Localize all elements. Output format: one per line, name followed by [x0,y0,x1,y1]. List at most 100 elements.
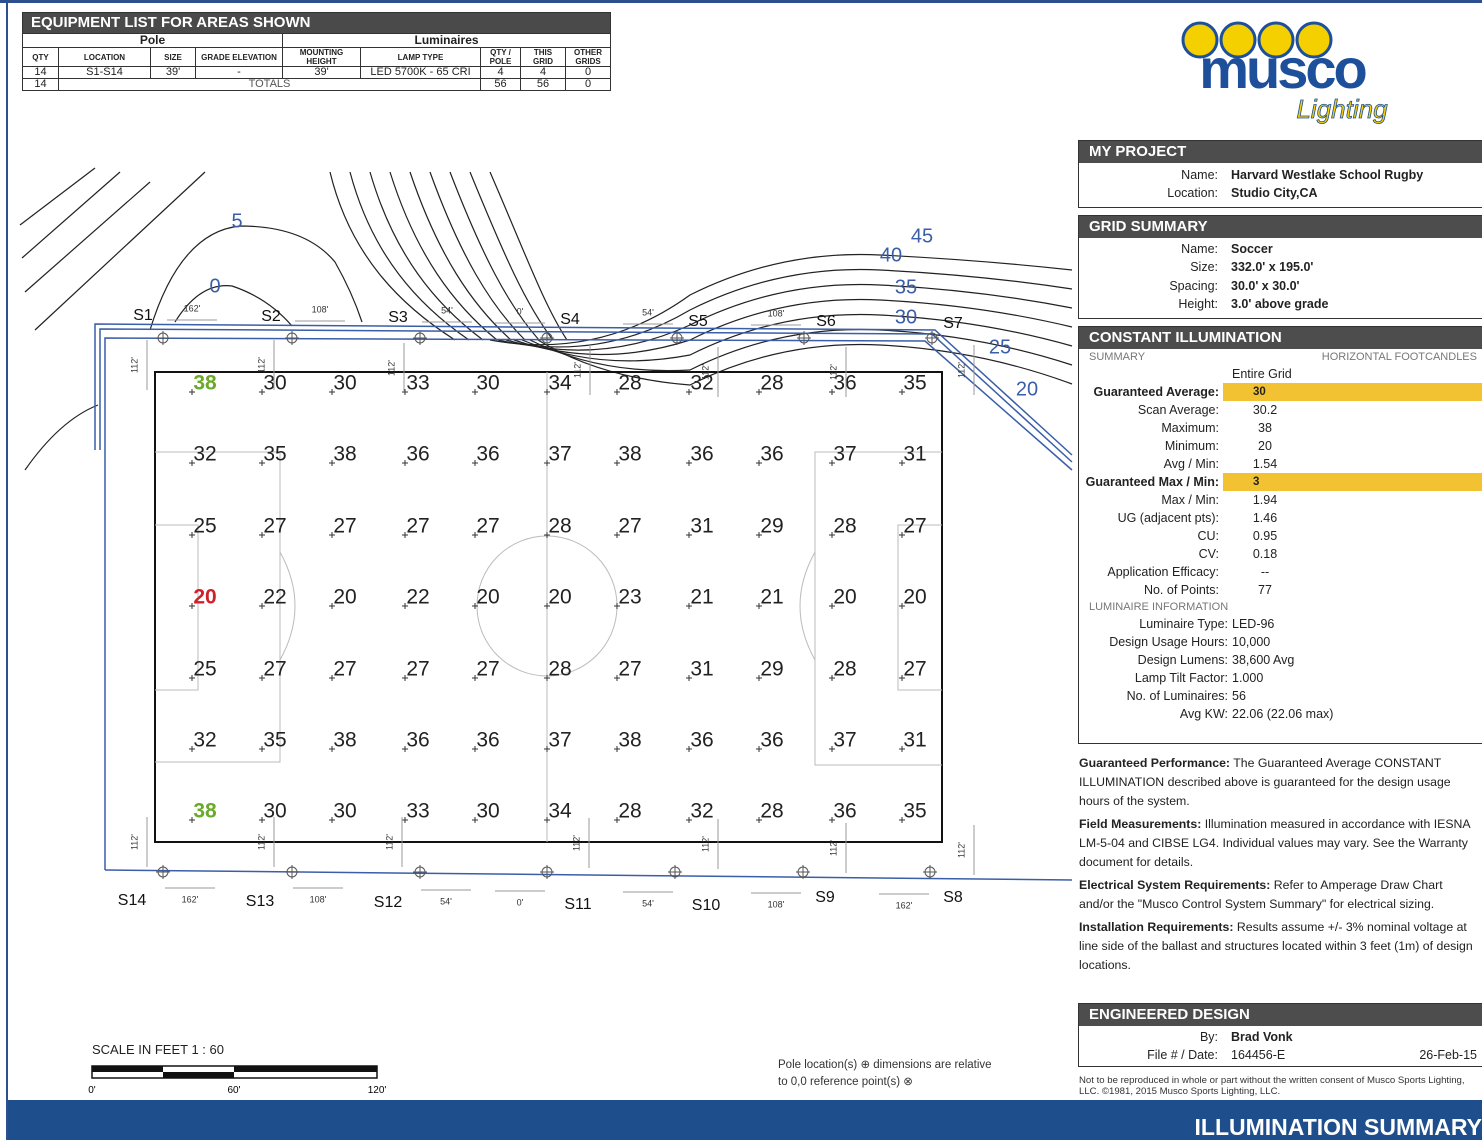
field-row: Application Efficacy: -- [1079,563,1482,581]
grid-point [189,460,195,466]
grid-point [472,675,478,681]
grid-point [329,532,335,538]
grid-point [402,460,408,466]
grid-value: 27 [333,658,356,681]
grid-point [189,532,195,538]
dimension-label: 108' [310,894,327,904]
equipment-table: EQUIPMENT LIST FOR AREAS SHOWN Pole Lumin… [21,12,612,91]
field-row: Design Lumens: 38,600 Avg [1079,651,1482,669]
field-value: 77 [1258,583,1272,597]
field-value: Studio City,CA [1231,186,1318,201]
contour-label: 5 [231,210,242,232]
dimension-label: 0' [517,306,524,316]
grid-value: 27 [476,658,499,681]
field-label: Design Usage Hours: [1109,635,1228,649]
grid-point [899,532,905,538]
grid-value: 35 [263,729,286,752]
dimension-label: 112' [572,362,582,378]
dimension-label: 54' [642,898,654,908]
grid-point [189,746,195,752]
section-header: MY PROJECT [1079,141,1482,163]
pole-symbol [668,865,682,879]
grid-point [899,389,905,395]
field-value: Harvard Westlake School Rugby [1231,168,1424,182]
grid-value: 36 [760,729,783,752]
grid-point [472,817,478,823]
field-value: 38 [1258,421,1272,435]
dimension-label: 112' [700,364,710,380]
note: Field Measurements: Illumination measure… [1079,815,1479,872]
contour-line [469,171,554,341]
grid-point [686,532,692,538]
note: Installation Requirements: Results assum… [1079,918,1479,975]
contour-line [24,404,99,471]
field-value: 0.18 [1252,547,1278,561]
pole-label: S5 [688,313,708,330]
dimension-label: 112' [129,834,139,850]
grid-value: 34 [548,800,572,823]
field-row: Avg / Min: 1.54 [1079,455,1482,473]
field-row: Minimum: 20 [1079,437,1482,455]
table-cell: 39' [282,66,361,79]
grid-point [259,675,265,681]
field-value: LED-96 [1232,617,1275,631]
grid-value: 20 [193,586,216,609]
field-row: Size: 332.0' x 195.0' [1079,258,1482,276]
field-label: Spacing: [1169,278,1218,293]
boundary-line [94,323,1073,456]
grid-value: 38 [193,372,217,395]
pole-note-line: Pole location(s) ⊕ dimensions are relati… [778,1059,992,1071]
field-marking [799,451,942,766]
grid-point [756,532,762,538]
grid-point [402,675,408,681]
pole-symbol [156,331,170,345]
pole-label: S9 [815,889,835,906]
field-label: Application Efficacy: [1107,565,1219,579]
dimension-label: 112' [956,842,966,858]
pole-symbol [797,331,811,345]
field-label: Design Lumens: [1137,653,1228,667]
grid-value: 30 [263,800,286,823]
note-heading: Installation Requirements: [1079,920,1234,934]
grid-value: 20 [903,586,926,609]
field-label: Scan Average: [1137,403,1219,417]
grid-point [329,675,335,681]
grid-value: 36 [760,443,783,466]
grid-value: 36 [690,443,713,466]
grid-value: 33 [406,800,429,823]
grid-value: 27 [903,515,926,538]
field-row: No. of Luminaires: 56 [1079,687,1482,705]
notes: Guaranteed Performance: The Guaranteed A… [1079,754,1479,979]
dimension-label: 162' [896,900,913,910]
field-label: CV: [1198,547,1219,561]
field-value: 0.95 [1252,529,1278,543]
grid-point [189,603,195,609]
field-value: 30 [1223,383,1482,401]
grid-value: 36 [476,729,499,752]
field-row: By: Brad Vonk [1079,1028,1482,1046]
contour-line [19,167,96,226]
pole-symbol [796,865,810,879]
table-cell: LED 5700K - 65 CRI [360,66,481,79]
logo: musco Lighting [1181,21,1388,124]
grid-point [829,603,835,609]
grid-point [544,817,550,823]
contour-line [24,181,151,293]
grid-point [614,817,620,823]
field-value: 1.54 [1252,457,1278,471]
grid-value: 35 [903,800,926,823]
grid-value: 27 [263,515,286,538]
grid-value: 31 [690,515,713,538]
section-header: GRID SUMMARY [1079,216,1482,238]
field-label: No. of Luminaires: [1126,689,1228,703]
my-project-panel: MY PROJECT Name: Harvard Westlake School … [1078,140,1482,208]
grid-value: 20 [833,586,856,609]
field-row: Name: Harvard Westlake School Rugby [1079,166,1482,184]
field-row: Location: Studio City,CA [1079,184,1482,202]
contour-line [497,268,1073,348]
grid-value: 28 [618,372,641,395]
grid-point [614,389,620,395]
grid-point [686,460,692,466]
grid-point [614,675,620,681]
field-row: Guaranteed Max / Min: 3 [1079,473,1482,491]
